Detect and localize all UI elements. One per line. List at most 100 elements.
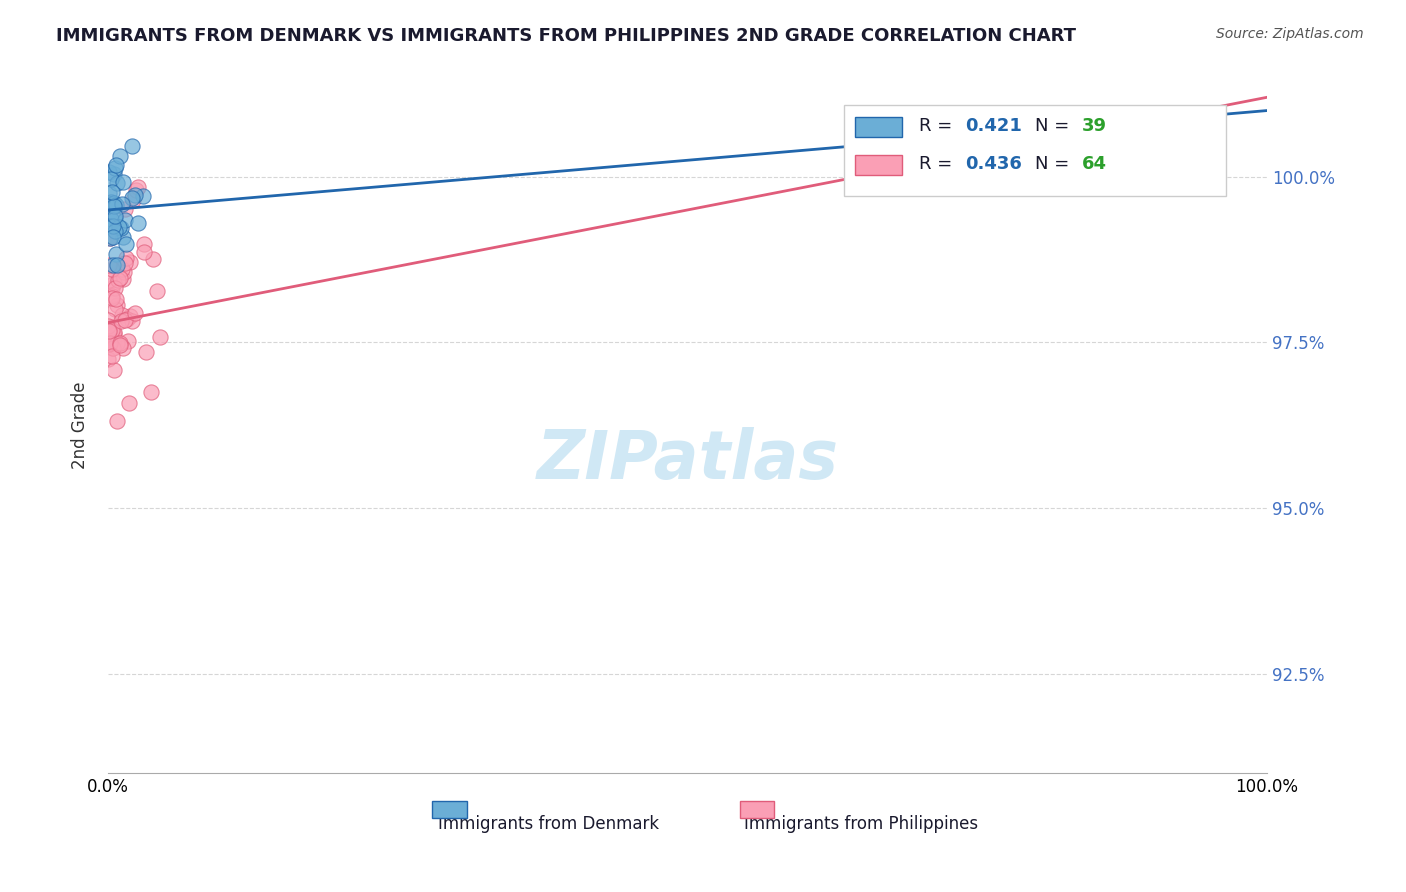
Point <box>97 199 120 213</box>
Point <box>111 197 134 211</box>
Point <box>101 328 124 343</box>
Point <box>107 273 129 287</box>
Text: R =: R = <box>920 155 959 173</box>
Point <box>121 314 143 328</box>
Point <box>97 313 120 327</box>
Point <box>103 325 125 339</box>
Point <box>135 344 157 359</box>
FancyBboxPatch shape <box>433 801 467 819</box>
Point <box>104 292 127 306</box>
Text: IMMIGRANTS FROM DENMARK VS IMMIGRANTS FROM PHILIPPINES 2ND GRADE CORRELATION CHA: IMMIGRANTS FROM DENMARK VS IMMIGRANTS FR… <box>56 27 1076 45</box>
Point <box>101 262 124 277</box>
Point <box>97 322 120 336</box>
Point <box>112 341 135 355</box>
Point <box>105 414 128 428</box>
Point <box>98 324 121 338</box>
Point <box>103 209 125 223</box>
Point <box>97 319 120 334</box>
Point <box>103 362 125 376</box>
Point <box>114 213 136 227</box>
Point <box>114 256 136 270</box>
Point <box>118 254 141 268</box>
Point <box>97 322 120 336</box>
Point <box>104 246 127 260</box>
Point <box>97 165 120 179</box>
Point <box>97 186 120 201</box>
Point <box>134 245 156 260</box>
Point <box>98 273 121 287</box>
Point <box>121 191 143 205</box>
Point <box>121 139 143 153</box>
Point <box>97 230 120 244</box>
Point <box>114 202 136 216</box>
Point <box>103 198 125 212</box>
Point <box>105 198 128 212</box>
Point <box>115 251 138 265</box>
Point <box>103 326 125 341</box>
Point <box>104 161 127 175</box>
Point <box>101 341 124 355</box>
Point <box>139 384 162 399</box>
Point <box>105 298 128 312</box>
Text: 0.421: 0.421 <box>966 117 1022 136</box>
Point <box>107 336 129 351</box>
Point <box>98 258 121 272</box>
Point <box>110 314 132 328</box>
Point <box>124 306 146 320</box>
Text: 39: 39 <box>1081 117 1107 136</box>
Point <box>111 175 134 189</box>
Point <box>108 270 131 285</box>
Text: Immigrants from Philippines: Immigrants from Philippines <box>744 815 979 833</box>
Point <box>101 185 124 199</box>
Point <box>110 309 132 323</box>
Point <box>97 330 120 344</box>
Text: N =: N = <box>1035 117 1076 136</box>
Point <box>98 231 121 245</box>
Text: Immigrants from Denmark: Immigrants from Denmark <box>437 815 659 833</box>
Point <box>97 351 120 366</box>
Point <box>100 194 122 209</box>
Point <box>100 197 122 211</box>
Point <box>117 334 139 349</box>
Point <box>101 289 124 303</box>
Point <box>100 172 122 186</box>
Point <box>98 336 121 351</box>
Point <box>100 335 122 350</box>
Point <box>114 265 136 279</box>
Point <box>118 310 141 324</box>
Point <box>97 211 120 225</box>
Point <box>108 219 131 234</box>
Point <box>122 193 145 207</box>
Point <box>101 229 124 244</box>
FancyBboxPatch shape <box>855 155 901 175</box>
Point <box>114 313 136 327</box>
Point <box>104 211 127 226</box>
Point <box>111 271 134 285</box>
Point <box>101 281 124 295</box>
Point <box>111 261 134 276</box>
Point <box>110 220 132 235</box>
Text: ZIPatlas: ZIPatlas <box>537 427 838 493</box>
FancyBboxPatch shape <box>855 117 901 136</box>
Point <box>142 252 165 266</box>
Text: 0.436: 0.436 <box>966 155 1022 173</box>
Point <box>146 285 169 299</box>
Text: Source: ZipAtlas.com: Source: ZipAtlas.com <box>1216 27 1364 41</box>
Point <box>127 215 149 229</box>
Point <box>105 258 128 272</box>
Point <box>101 323 124 337</box>
Point <box>101 219 124 233</box>
Point <box>134 236 156 251</box>
Point <box>104 302 127 317</box>
Point <box>127 179 149 194</box>
Point <box>101 320 124 334</box>
Point <box>115 237 138 252</box>
Point <box>101 291 124 305</box>
Point <box>104 281 127 295</box>
Point <box>112 230 135 244</box>
Point <box>118 395 141 409</box>
Point <box>124 187 146 202</box>
Point <box>125 183 148 197</box>
Y-axis label: 2nd Grade: 2nd Grade <box>72 382 89 469</box>
Point <box>103 196 125 211</box>
